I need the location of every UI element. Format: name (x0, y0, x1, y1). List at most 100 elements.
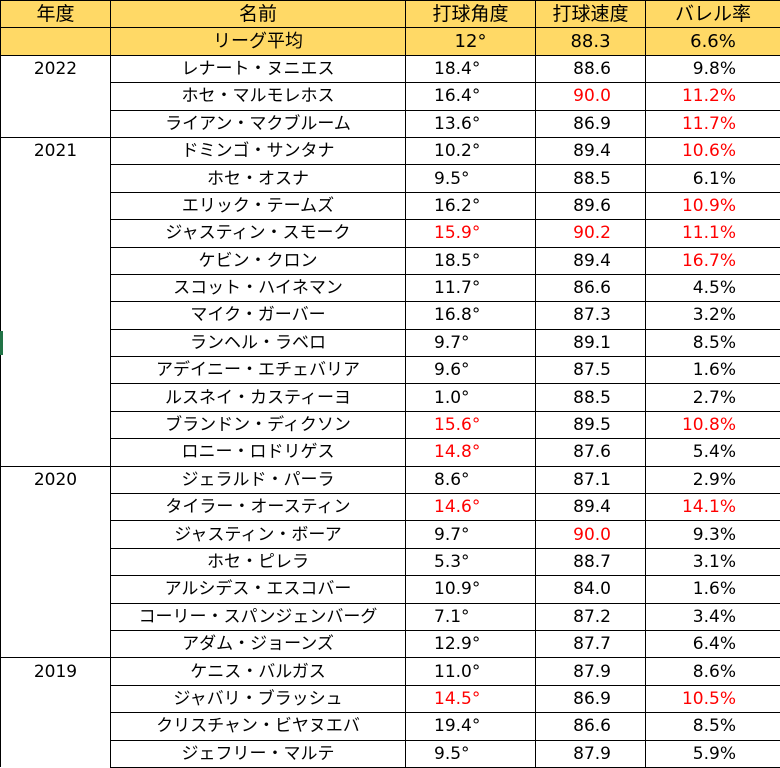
name-cell[interactable]: マイク・ガーバー (111, 302, 406, 329)
name-cell[interactable]: ケビン・クロン (111, 247, 406, 274)
name-cell[interactable]: コーリー・スパンジェンバーグ (111, 603, 406, 630)
speed-cell[interactable]: 88.5 (536, 384, 646, 411)
name-cell[interactable]: アデイニー・エチェバリア (111, 357, 406, 384)
year-cell[interactable] (1, 494, 111, 521)
barrel-cell[interactable]: 10.8% (646, 411, 780, 438)
speed-cell[interactable]: 87.9 (536, 740, 646, 767)
year-cell[interactable] (1, 521, 111, 548)
angle-cell[interactable]: 18.4° (406, 55, 536, 82)
barrel-cell[interactable]: 1.6% (646, 576, 780, 603)
speed-cell[interactable]: 89.4 (536, 247, 646, 274)
angle-cell[interactable]: 5.3° (406, 548, 536, 575)
angle-cell[interactable]: 10.2° (406, 137, 536, 164)
year-cell[interactable] (1, 576, 111, 603)
year-cell[interactable] (1, 357, 111, 384)
name-cell[interactable]: ジャバリ・ブラッシュ (111, 685, 406, 712)
year-cell[interactable] (1, 603, 111, 630)
angle-cell[interactable]: 13.6° (406, 110, 536, 137)
year-cell[interactable] (1, 439, 111, 466)
barrel-cell[interactable]: 6.4% (646, 630, 780, 657)
speed-cell[interactable]: 87.2 (536, 603, 646, 630)
name-cell[interactable]: ジェラルド・パーラ (111, 466, 406, 493)
angle-cell[interactable]: 14.8° (406, 439, 536, 466)
speed-cell[interactable]: 88.6 (536, 55, 646, 82)
name-cell[interactable]: アダム・ジョーンズ (111, 630, 406, 657)
angle-cell[interactable]: 12.9° (406, 630, 536, 657)
angle-cell[interactable]: 19.4° (406, 713, 536, 740)
name-cell[interactable]: ブランドン・ディクソン (111, 411, 406, 438)
year-cell[interactable] (1, 192, 111, 219)
angle-cell[interactable]: 11.0° (406, 658, 536, 685)
angle-cell[interactable]: 9.6° (406, 357, 536, 384)
barrel-cell[interactable]: 3.1% (646, 548, 780, 575)
name-cell[interactable]: ジャスティン・スモーク (111, 220, 406, 247)
year-cell[interactable] (1, 630, 111, 657)
speed-cell[interactable]: 87.1 (536, 466, 646, 493)
name-cell[interactable]: ランヘル・ラベロ (111, 329, 406, 356)
name-cell[interactable]: レナート・ヌニエス (111, 55, 406, 82)
speed-cell[interactable]: 88.5 (536, 165, 646, 192)
speed-cell[interactable]: 90.0 (536, 83, 646, 110)
angle-cell[interactable]: 18.5° (406, 247, 536, 274)
speed-cell[interactable]: 90.2 (536, 220, 646, 247)
angle-cell[interactable]: 15.6° (406, 411, 536, 438)
barrel-cell[interactable]: 11.7% (646, 110, 780, 137)
speed-cell[interactable]: 87.9 (536, 658, 646, 685)
barrel-cell[interactable]: 11.2% (646, 83, 780, 110)
year-cell[interactable] (1, 220, 111, 247)
speed-cell[interactable]: 89.4 (536, 494, 646, 521)
header-barrel[interactable]: バレル率 (646, 1, 780, 28)
barrel-cell[interactable]: 10.9% (646, 192, 780, 219)
name-cell[interactable]: ロニー・ロドリゲス (111, 439, 406, 466)
year-cell[interactable] (1, 740, 111, 767)
barrel-cell[interactable]: 4.5% (646, 274, 780, 301)
year-cell[interactable] (1, 384, 111, 411)
barrel-cell[interactable]: 14.1% (646, 494, 780, 521)
name-cell[interactable]: ルスネイ・カスティーヨ (111, 384, 406, 411)
barrel-cell[interactable]: 2.9% (646, 466, 780, 493)
name-cell[interactable]: ジャスティン・ボーア (111, 521, 406, 548)
barrel-cell[interactable]: 10.6% (646, 137, 780, 164)
speed-cell[interactable]: 89.1 (536, 329, 646, 356)
angle-cell[interactable]: 1.0° (406, 384, 536, 411)
angle-cell[interactable]: 9.7° (406, 329, 536, 356)
speed-cell[interactable]: 86.6 (536, 274, 646, 301)
barrel-cell[interactable]: 8.6% (646, 658, 780, 685)
header-angle[interactable]: 打球角度 (406, 1, 536, 28)
year-cell[interactable] (1, 274, 111, 301)
angle-cell[interactable]: 7.1° (406, 603, 536, 630)
speed-cell[interactable]: 89.6 (536, 192, 646, 219)
year-cell[interactable] (1, 165, 111, 192)
name-cell[interactable]: ホセ・ピレラ (111, 548, 406, 575)
angle-cell[interactable]: 16.4° (406, 83, 536, 110)
year-cell[interactable] (1, 713, 111, 740)
angle-cell[interactable]: 15.9° (406, 220, 536, 247)
barrel-cell[interactable]: 11.1% (646, 220, 780, 247)
year-cell[interactable]: 2021 (1, 137, 111, 164)
name-cell[interactable]: ドミンゴ・サンタナ (111, 137, 406, 164)
avg-speed-cell[interactable]: 88.3 (536, 28, 646, 55)
speed-cell[interactable]: 86.9 (536, 685, 646, 712)
year-cell[interactable]: 2022 (1, 55, 111, 82)
barrel-cell[interactable]: 16.7% (646, 247, 780, 274)
barrel-cell[interactable]: 10.5% (646, 685, 780, 712)
year-cell[interactable]: 2019 (1, 658, 111, 685)
barrel-cell[interactable]: 5.9% (646, 740, 780, 767)
name-cell[interactable]: エリック・テームズ (111, 192, 406, 219)
barrel-cell[interactable]: 8.5% (646, 329, 780, 356)
year-cell[interactable] (1, 302, 111, 329)
speed-cell[interactable]: 86.9 (536, 110, 646, 137)
speed-cell[interactable]: 84.0 (536, 576, 646, 603)
speed-cell[interactable]: 88.7 (536, 548, 646, 575)
year-cell[interactable] (1, 411, 111, 438)
barrel-cell[interactable]: 5.4% (646, 439, 780, 466)
angle-cell[interactable]: 14.6° (406, 494, 536, 521)
name-cell[interactable]: ホセ・オスナ (111, 165, 406, 192)
name-cell[interactable]: ジェフリー・マルテ (111, 740, 406, 767)
barrel-cell[interactable]: 2.7% (646, 384, 780, 411)
barrel-cell[interactable]: 3.4% (646, 603, 780, 630)
name-cell[interactable]: アルシデス・エスコバー (111, 576, 406, 603)
header-name[interactable]: 名前 (111, 1, 406, 28)
barrel-cell[interactable]: 1.6% (646, 357, 780, 384)
speed-cell[interactable]: 89.5 (536, 411, 646, 438)
